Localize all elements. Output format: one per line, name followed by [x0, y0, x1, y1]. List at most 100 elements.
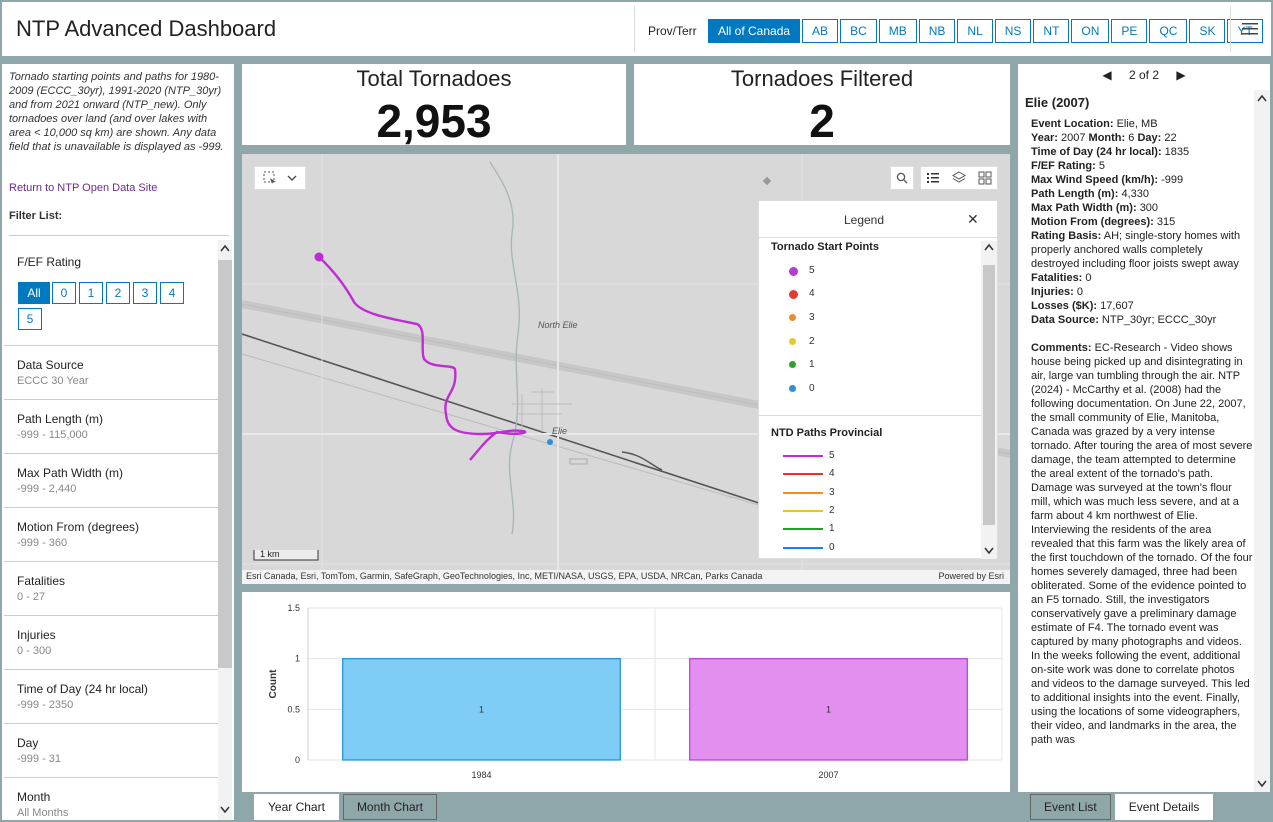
filter-item[interactable]: Time of Day (24 hr local) -999 - 2350: [4, 670, 218, 724]
province-button[interactable]: MB: [878, 19, 917, 43]
filter-item[interactable]: Injuries 0 - 300: [4, 616, 218, 670]
province-button[interactable]: ON: [1071, 19, 1110, 43]
detail-value: Elie, MB: [1116, 118, 1158, 130]
rating-option-button[interactable]: 4: [160, 282, 184, 304]
legend-point-label: 5: [809, 265, 815, 276]
detail-key: Motion From (degrees):: [1031, 216, 1154, 228]
comments: Comments: EC-Research - Video shows hous…: [1031, 341, 1253, 747]
year-chart-panel: 0 0.5 1 1.5 1 1984 1 2007 Count: [242, 592, 1010, 792]
province-button[interactable]: PE: [1111, 19, 1148, 43]
scroll-down-icon[interactable]: [220, 806, 230, 814]
year-chart: 0 0.5 1 1.5 1 1984 1 2007 Count: [268, 603, 1003, 780]
filter-item[interactable]: Day -999 - 31: [4, 724, 218, 778]
scroll-down-icon[interactable]: [1257, 780, 1267, 788]
filter-value: -999 - 2,440: [17, 483, 77, 495]
filter-title: F/EF Rating: [17, 255, 82, 269]
province-button[interactable]: BC: [840, 19, 877, 43]
chart-bar[interactable]: [689, 658, 968, 761]
search-button[interactable]: [890, 166, 914, 190]
filter-item[interactable]: Month All Months: [4, 778, 218, 820]
rating-option-button[interactable]: 5: [18, 308, 42, 330]
legend-point-label: 4: [809, 288, 815, 299]
province-button[interactable]: AB: [802, 19, 839, 43]
filter-item[interactable]: Motion From (degrees) -999 - 360: [4, 508, 218, 562]
detail-key: Injuries:: [1031, 286, 1074, 298]
tornado-path[interactable]: [318, 256, 527, 461]
previous-icon[interactable]: ◀: [1102, 68, 1112, 82]
layers-icon[interactable]: [952, 171, 966, 185]
detail-key: Losses ($K):: [1031, 300, 1098, 312]
filter-item[interactable]: Fatalities 0 - 27: [4, 562, 218, 616]
detail-key: Rating Basis:: [1031, 230, 1102, 242]
detail-row: Year: 2007 Month: 6 Day: 22: [1031, 131, 1253, 145]
detail-value: 300: [1139, 202, 1159, 214]
legend-point-label: 1: [809, 359, 815, 370]
scroll-thumb[interactable]: [983, 265, 995, 525]
scroll-down-icon[interactable]: [984, 547, 994, 555]
select-tool[interactable]: [254, 166, 306, 190]
province-button[interactable]: NB: [918, 19, 956, 43]
province-button[interactable]: NT: [1033, 19, 1070, 43]
details-scrollbar[interactable]: [1254, 90, 1270, 792]
detail-key: Max Path Width (m):: [1031, 202, 1137, 214]
filter-item[interactable]: Data Source ECCC 30 Year: [4, 346, 218, 400]
province-button[interactable]: NL: [957, 19, 993, 43]
detail-key: Event Location:: [1031, 118, 1114, 130]
detail-value: 6: [1128, 132, 1135, 144]
legend-point-symbol: [789, 361, 796, 368]
powered-by-text[interactable]: Powered by Esri: [938, 571, 1004, 581]
next-icon[interactable]: ▶: [1176, 68, 1186, 82]
rating-option-button[interactable]: All: [18, 282, 50, 304]
detail-key: F/EF Rating:: [1031, 160, 1096, 172]
legend-scrollbar[interactable]: [981, 241, 997, 559]
province-button[interactable]: All of Canada: [708, 19, 801, 43]
return-link[interactable]: Return to NTP Open Data Site: [9, 182, 158, 194]
chart-bar[interactable]: [342, 658, 621, 761]
scroll-up-icon[interactable]: [984, 243, 994, 251]
detail-row: Rating Basis: AH; single-story homes wit…: [1031, 229, 1253, 271]
tab-event-list[interactable]: Event List: [1030, 794, 1111, 820]
province-button[interactable]: SK: [1189, 19, 1226, 43]
detail-row: Time of Day (24 hr local): 1835: [1031, 145, 1253, 159]
basemap-gallery-icon[interactable]: [978, 171, 992, 185]
rating-option-button[interactable]: 3: [133, 282, 157, 304]
filter-value: -999 - 360: [17, 537, 68, 549]
detail-key: Month:: [1088, 132, 1126, 144]
filter-title: Data Source: [17, 358, 84, 372]
filter-value: -999 - 2350: [17, 699, 74, 711]
legend-icon[interactable]: [926, 171, 940, 185]
province-button[interactable]: QC: [1149, 19, 1188, 43]
detail-value: 4,330: [1121, 188, 1149, 200]
legend-path-symbol: [783, 455, 823, 457]
hamburger-icon[interactable]: [1242, 22, 1258, 36]
filter-title: Injuries: [17, 628, 56, 642]
filter-item[interactable]: Max Path Width (m) -999 - 2,440: [4, 454, 218, 508]
scroll-up-icon[interactable]: [220, 244, 230, 252]
tornado-start-point[interactable]: [547, 439, 553, 445]
legend-path-label: 1: [829, 523, 835, 535]
rating-option-button[interactable]: 1: [79, 282, 103, 304]
province-selector: All of Canada AB BC MB NB NL NS NT ON PE QC SK YT: [708, 19, 1263, 43]
province-button[interactable]: NS: [994, 19, 1032, 43]
comments-text: EC-Research - Video shows house being pi…: [1031, 342, 1253, 746]
detail-value: 17,607: [1100, 300, 1134, 312]
total-tornadoes-value: 2,953: [376, 95, 492, 147]
tab-event-details[interactable]: Event Details: [1114, 794, 1214, 820]
detail-row: Injuries: 0: [1031, 285, 1253, 299]
rating-option-button[interactable]: 2: [106, 282, 130, 304]
total-tornadoes-title: Total Tornadoes: [356, 66, 512, 91]
scroll-thumb[interactable]: [218, 260, 232, 668]
rating-option-button[interactable]: 0: [52, 282, 76, 304]
legend-path-symbol: [783, 473, 823, 476]
filter-value: 0 - 300: [17, 645, 52, 657]
pager-text: 2 of 2: [1128, 68, 1160, 82]
tab-year-chart[interactable]: Year Chart: [254, 794, 339, 820]
detail-key: Max Wind Speed (km/h):: [1031, 174, 1159, 186]
tornado-start-point[interactable]: [314, 252, 324, 262]
scroll-up-icon[interactable]: [1257, 94, 1267, 102]
close-icon[interactable]: ✕: [967, 211, 979, 227]
tab-month-chart[interactable]: Month Chart: [342, 794, 437, 820]
legend-point-label: 2: [809, 335, 815, 347]
y-tick-label: 0.5: [287, 704, 300, 714]
filter-item[interactable]: Path Length (m) -999 - 115,000: [4, 400, 218, 454]
